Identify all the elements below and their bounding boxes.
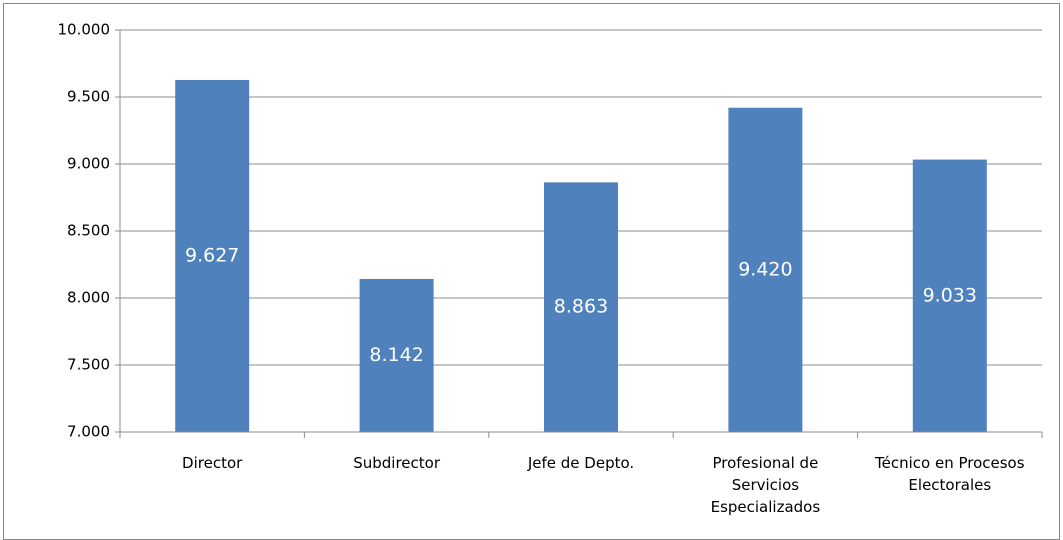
y-tick-label: 9.000 <box>67 155 110 173</box>
y-tick-label: 8.000 <box>67 289 110 307</box>
y-tick-label: 9.500 <box>67 88 110 106</box>
bar <box>728 107 803 432</box>
data-label: 8.863 <box>554 296 608 318</box>
data-label: 8.142 <box>369 344 423 366</box>
x-tick-label: Profesional de Servicios Especializados <box>710 454 821 516</box>
y-tick-label: 7.000 <box>67 423 110 441</box>
bar <box>359 278 434 432</box>
x-tick-label: Jefe de Depto. <box>527 454 635 472</box>
x-tick-label: Subdirector <box>353 454 440 472</box>
bar <box>544 182 618 432</box>
x-tick-label: Técnico en Procesos Electorales <box>875 454 1025 494</box>
bar <box>175 79 250 433</box>
data-label: 9.627 <box>185 244 239 266</box>
x-tick-label: Director <box>182 454 243 472</box>
data-label: 9.420 <box>738 258 792 280</box>
bar <box>912 159 987 432</box>
y-tick-label: 10.000 <box>58 21 111 39</box>
y-tick-label: 7.500 <box>67 356 110 374</box>
y-tick-label: 8.500 <box>67 222 110 240</box>
data-label: 9.033 <box>923 284 977 306</box>
